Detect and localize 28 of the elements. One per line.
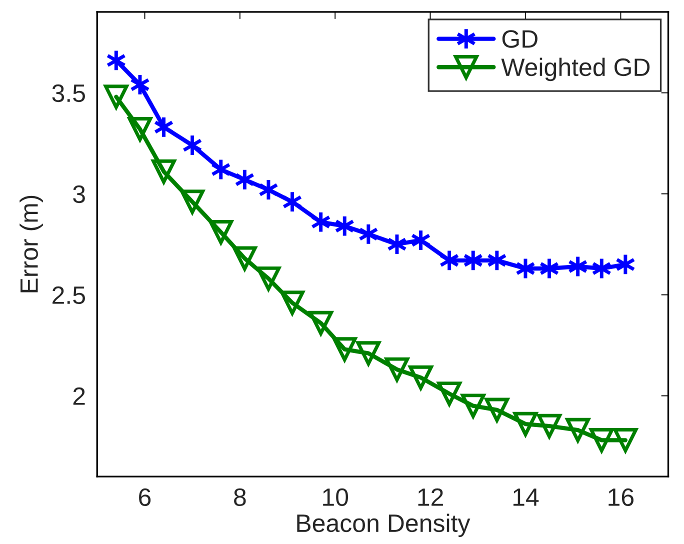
y-tick-label: 3.5	[52, 84, 85, 102]
y-axis-title: Error (m)	[20, 196, 43, 292]
point	[384, 357, 410, 382]
point	[484, 398, 510, 422]
point	[566, 418, 590, 442]
point	[513, 412, 538, 436]
point	[152, 159, 176, 184]
point	[589, 428, 614, 452]
point	[408, 365, 433, 390]
point	[613, 428, 638, 452]
x-tick-label: 8	[234, 488, 246, 506]
x-tick-label: 16	[608, 488, 634, 506]
point	[128, 116, 152, 142]
point	[308, 310, 333, 336]
x-tick-label: 10	[323, 488, 348, 506]
point	[232, 246, 257, 271]
x-tick-label: 12	[418, 488, 443, 506]
x-axis-title: Beacon Density	[297, 514, 470, 538]
y-tick-label: 2.5	[52, 286, 85, 304]
y-tick-label: 2	[73, 387, 85, 405]
point	[256, 266, 281, 291]
legend-label: GD	[502, 30, 538, 48]
x-tick-label: 14	[513, 488, 539, 506]
point	[208, 220, 234, 244]
x-tick-label: 6	[139, 488, 151, 506]
legend-label: Weighted GD	[501, 58, 650, 82]
point	[537, 414, 562, 438]
y-tick-label: 3	[73, 185, 85, 204]
